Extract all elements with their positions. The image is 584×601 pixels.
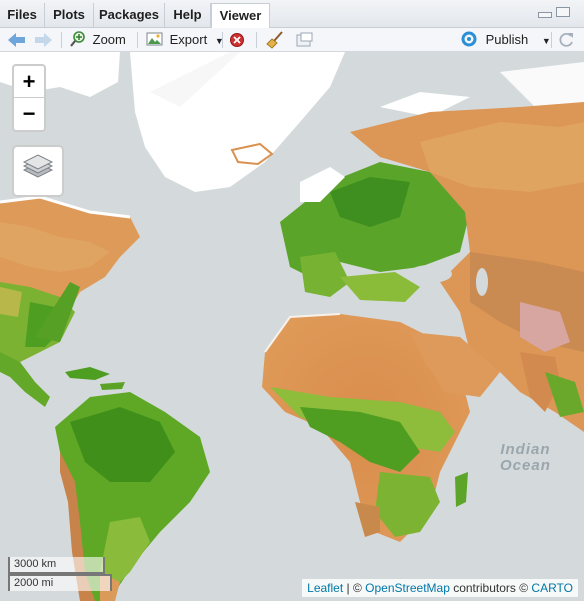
ocean-label-line1: Indian — [500, 441, 551, 458]
scale-km-label: 3000 km — [14, 558, 57, 570]
viewer-toolbar: Zoom Export ▼ Publish ▼ — [0, 28, 584, 52]
minimize-icon[interactable] — [538, 12, 552, 18]
publish-icon — [461, 31, 477, 47]
toolbar-separator — [551, 32, 552, 48]
zoom-in-button[interactable]: + — [14, 66, 44, 98]
zoom-in-label: + — [22, 69, 36, 94]
export-label: Export — [169, 32, 208, 47]
tab-packages-label: Packages — [99, 7, 159, 22]
forward-arrow-icon[interactable] — [34, 33, 52, 53]
leaflet-map[interactable]: Indian Ocean + − 3000 km 2000 mi Leaflet… — [0, 52, 584, 601]
scale-bar-km: 3000 km — [8, 557, 105, 574]
layers-icon — [22, 154, 54, 178]
zoom-label: Zoom — [92, 32, 126, 47]
zoom-button[interactable]: Zoom — [70, 30, 126, 50]
toolbar-separator — [256, 32, 257, 48]
broom-clear-icon[interactable] — [266, 31, 284, 51]
popout-window-icon[interactable] — [296, 32, 314, 52]
scale-mi-label: 2000 mi — [14, 577, 54, 589]
tab-files-label: Files — [7, 7, 37, 22]
remove-viewer-icon[interactable] — [229, 32, 245, 52]
tab-plots[interactable]: Plots — [45, 3, 94, 28]
carto-link[interactable]: CARTO — [531, 581, 573, 595]
layers-control-button[interactable] — [12, 145, 64, 197]
greenland-land — [130, 52, 345, 192]
attribution-separator: | © — [343, 581, 366, 595]
refresh-icon[interactable] — [558, 31, 575, 51]
tab-help[interactable]: Help — [165, 3, 211, 28]
export-button[interactable]: Export ▼ — [146, 30, 224, 50]
openstreetmap-link[interactable]: OpenStreetMap — [365, 581, 450, 595]
pane-tab-bar: Files Plots Packages Help Viewer — [0, 0, 584, 29]
toolbar-separator — [61, 32, 62, 48]
chevron-down-icon: ▼ — [541, 36, 551, 46]
chevron-down-icon: ▼ — [214, 36, 224, 46]
tab-packages[interactable]: Packages — [94, 3, 165, 28]
tab-help-label: Help — [173, 7, 202, 22]
tab-viewer-label: Viewer — [219, 8, 262, 23]
attribution-contributors: contributors © — [449, 581, 532, 595]
indian-ocean-label: Indian Ocean — [500, 442, 551, 474]
toolbar-separator — [222, 32, 223, 48]
tab-plots-label: Plots — [53, 7, 85, 22]
toolbar-separator — [137, 32, 138, 48]
back-arrow-icon[interactable] — [8, 33, 26, 53]
tab-viewer[interactable]: Viewer — [211, 3, 270, 29]
zoom-out-button[interactable]: − — [14, 98, 44, 129]
export-image-icon — [146, 32, 163, 46]
publish-label: Publish — [485, 32, 529, 47]
maximize-icon[interactable] — [556, 7, 570, 17]
tab-files[interactable]: Files — [0, 3, 45, 28]
world-vegetation-map — [0, 52, 584, 601]
zoom-control: + − — [12, 64, 46, 132]
scale-bar-mi: 2000 mi — [8, 574, 112, 591]
map-attribution: Leaflet | © OpenStreetMap contributors ©… — [302, 579, 578, 597]
iceland — [230, 142, 274, 166]
zoom-icon — [70, 31, 85, 47]
zoom-out-label: − — [22, 101, 36, 126]
leaflet-link[interactable]: Leaflet — [307, 581, 344, 595]
publish-button[interactable]: Publish ▼ — [460, 30, 551, 50]
ocean-label-line2: Ocean — [500, 457, 551, 474]
